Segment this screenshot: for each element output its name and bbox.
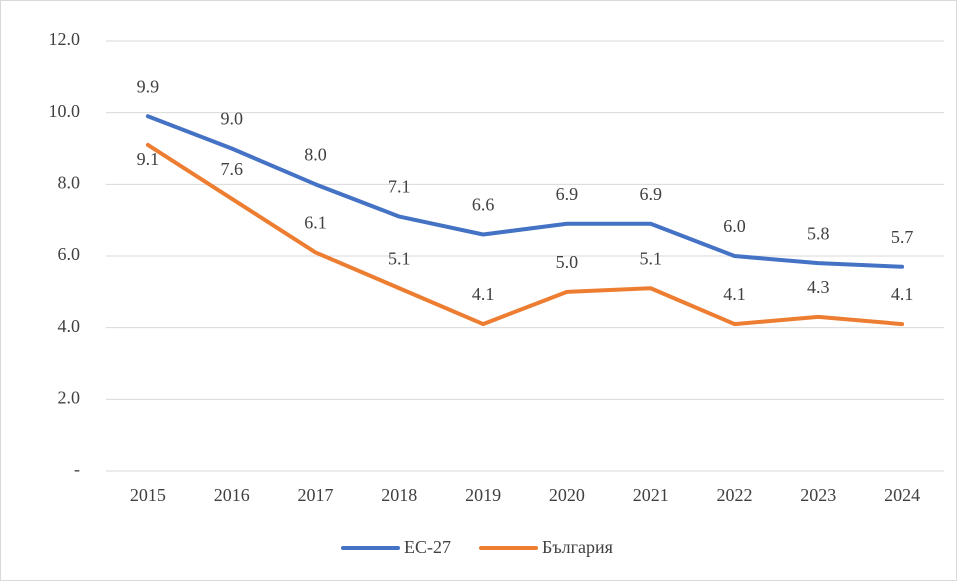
y-tick-label: 4.0 <box>58 316 81 336</box>
y-tick-label: 8.0 <box>58 172 81 192</box>
x-tick-label: 2021 <box>633 485 669 505</box>
series-line <box>145 114 905 269</box>
legend-label: EC-27 <box>404 537 451 557</box>
x-tick-label: 2024 <box>884 485 920 505</box>
y-tick-label: 2.0 <box>58 387 81 407</box>
data-label: 5.0 <box>556 252 579 272</box>
data-label: 9.9 <box>137 76 160 96</box>
data-label: 5.1 <box>639 248 662 268</box>
y-tick-label: 12.0 <box>49 29 81 49</box>
x-tick-label: 2015 <box>130 485 166 505</box>
x-tick-label: 2016 <box>214 485 250 505</box>
data-label: 9.1 <box>137 149 160 169</box>
data-label: 6.9 <box>639 184 662 204</box>
data-label: 4.1 <box>891 284 914 304</box>
series-line <box>145 142 905 327</box>
x-tick-label: 2018 <box>381 485 417 505</box>
data-label: 4.3 <box>807 277 830 297</box>
legend-label: България <box>542 537 613 557</box>
y-tick-label: 6.0 <box>58 244 81 264</box>
x-tick-label: 2019 <box>465 485 501 505</box>
data-label: 7.1 <box>388 177 411 197</box>
data-label: 6.9 <box>556 184 579 204</box>
y-tick-label: - <box>74 459 80 479</box>
y-tick-label: 10.0 <box>49 101 81 121</box>
data-label: 6.6 <box>472 195 495 215</box>
x-tick-label: 2017 <box>298 485 334 505</box>
data-label: 8.0 <box>304 144 327 164</box>
x-tick-label: 2020 <box>549 485 585 505</box>
data-label: 6.0 <box>723 216 746 236</box>
data-label: 9.0 <box>220 109 243 129</box>
data-label: 5.1 <box>388 248 411 268</box>
data-label: 4.1 <box>472 284 495 304</box>
data-label: 5.7 <box>891 227 914 247</box>
data-label: 6.1 <box>304 213 327 233</box>
x-tick-label: 2023 <box>800 485 836 505</box>
data-label: 7.6 <box>220 159 243 179</box>
data-label: 4.1 <box>723 284 746 304</box>
data-label: 5.8 <box>807 223 830 243</box>
x-tick-label: 2022 <box>717 485 753 505</box>
